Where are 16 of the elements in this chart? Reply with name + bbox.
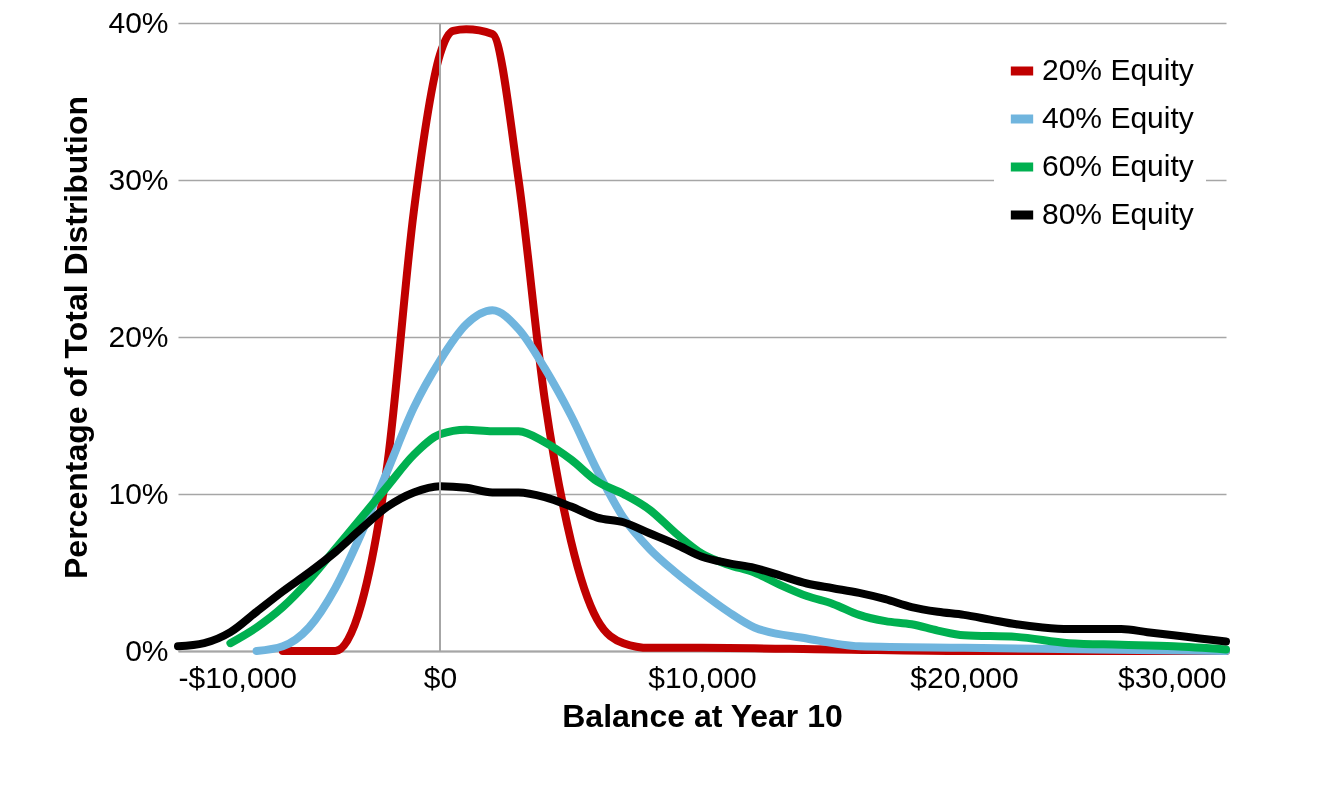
legend-label: 20% Equity xyxy=(1042,53,1194,86)
x-tick-label: -$10,000 xyxy=(178,660,297,694)
x-tick-label: $20,000 xyxy=(910,660,1019,694)
y-tick-label: 0% xyxy=(125,633,169,667)
y-tick-label: 20% xyxy=(108,319,169,353)
x-tick-label: $10,000 xyxy=(648,660,757,694)
x-axis-title: Balance at Year 10 xyxy=(562,697,843,734)
y-axis-title: Percentage of Total Distribution xyxy=(58,96,95,579)
x-tick-label: $0 xyxy=(423,660,458,694)
legend-label: 40% Equity xyxy=(1042,101,1194,134)
legend-label: 80% Equity xyxy=(1042,197,1194,230)
y-tick-label: 10% xyxy=(108,476,169,510)
y-tick-label: 30% xyxy=(108,162,169,196)
legend-label: 60% Equity xyxy=(1042,149,1194,182)
x-tick-label: $30,000 xyxy=(1118,660,1227,694)
y-tick-label: 40% xyxy=(108,5,169,39)
